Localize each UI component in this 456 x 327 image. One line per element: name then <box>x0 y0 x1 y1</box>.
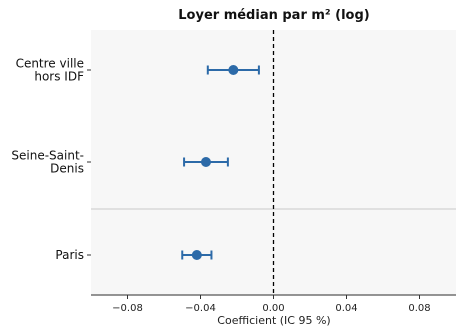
x-tick-label: −0.04 <box>185 303 216 314</box>
x-tick-label: 0.08 <box>408 303 430 314</box>
y-tick-label: hors IDF <box>34 70 84 84</box>
y-tick-label: Seine-Saint- <box>11 149 84 163</box>
y-tick-label: Centre ville <box>16 57 84 71</box>
x-tick-label: 0.04 <box>335 303 357 314</box>
point-estimate <box>191 250 202 260</box>
point-estimate <box>200 157 211 167</box>
x-tick-label: −0.08 <box>112 303 143 314</box>
x-axis-label: Coefficient (IC 95 %) <box>217 314 330 327</box>
y-tick-label: Denis <box>50 162 84 176</box>
x-tick-label: 0.00 <box>262 303 284 314</box>
y-tick-label: Paris <box>55 248 84 262</box>
chart-title: Loyer médian par m² (log) <box>178 8 369 23</box>
point-estimate <box>228 65 239 75</box>
